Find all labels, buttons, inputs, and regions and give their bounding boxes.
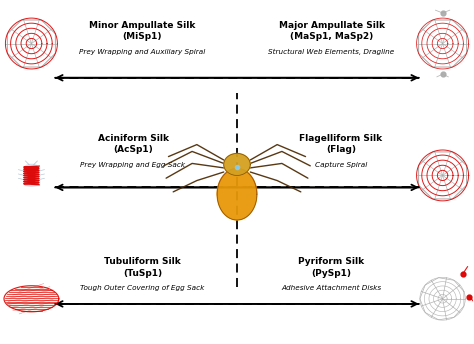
Polygon shape [24,166,38,170]
Text: Prey Wrapping and Auxiliary Spiral: Prey Wrapping and Auxiliary Spiral [79,49,206,55]
Text: Minor Ampullate Silk: Minor Ampullate Silk [89,21,196,30]
Polygon shape [26,164,37,169]
Polygon shape [4,286,59,312]
Text: Tough Outer Covering of Egg Sack: Tough Outer Covering of Egg Sack [80,285,205,291]
Text: (AcSp1): (AcSp1) [113,145,153,154]
Text: Pyriform Silk: Pyriform Silk [299,257,365,266]
Text: (Flag): (Flag) [326,145,356,154]
Text: Structural Web Elements, Dragline: Structural Web Elements, Dragline [268,49,395,55]
Polygon shape [24,173,38,176]
Text: (MaSp1, MaSp2): (MaSp1, MaSp2) [290,32,373,41]
Text: Flagelliform Silk: Flagelliform Silk [300,134,383,143]
Polygon shape [24,182,38,186]
Polygon shape [24,179,38,183]
Text: Aciniform Silk: Aciniform Silk [98,134,169,143]
Text: Tubuliform Silk: Tubuliform Silk [104,257,181,266]
Text: (PySp1): (PySp1) [311,269,352,278]
Polygon shape [224,153,250,175]
Text: (MiSp1): (MiSp1) [123,32,162,41]
Text: (TuSp1): (TuSp1) [123,269,162,278]
Polygon shape [217,169,257,220]
Polygon shape [24,169,38,173]
Text: Prey Wrapping and Egg Sack: Prey Wrapping and Egg Sack [81,162,186,168]
Polygon shape [24,176,38,180]
Text: Major Ampullate Silk: Major Ampullate Silk [279,21,384,30]
Text: Adhesive Attachment Disks: Adhesive Attachment Disks [282,285,382,291]
Text: Capture Spiral: Capture Spiral [315,162,367,168]
